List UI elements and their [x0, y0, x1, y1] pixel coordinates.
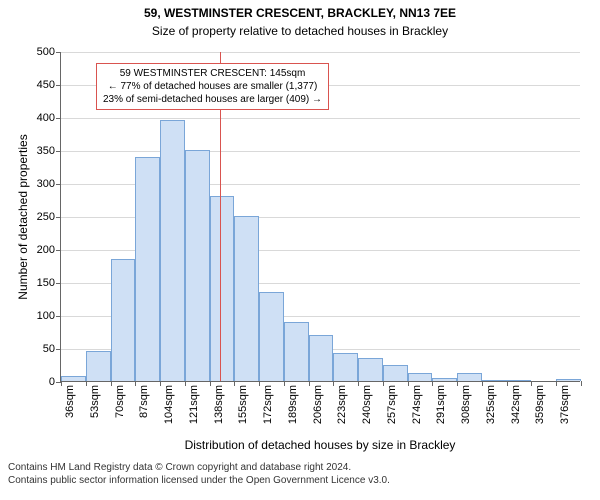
histogram-bar [408, 373, 433, 381]
x-tick-mark [259, 381, 260, 386]
histogram-bar [358, 358, 383, 381]
x-tick-mark [160, 381, 161, 386]
x-tick-label: 376sqm [559, 381, 571, 424]
y-tick-label: 200 [37, 244, 61, 256]
x-tick-mark [507, 381, 508, 386]
x-tick-label: 87sqm [138, 381, 150, 418]
histogram-bar [457, 373, 482, 381]
histogram-bar [160, 120, 185, 381]
x-tick-mark [383, 381, 384, 386]
histogram-bar [111, 259, 136, 381]
x-tick-label: 308sqm [460, 381, 472, 424]
x-tick-mark [333, 381, 334, 386]
annotation-box: 59 WESTMINSTER CRESCENT: 145sqm← 77% of … [96, 63, 329, 110]
copyright-notice: Contains HM Land Registry data © Crown c… [8, 462, 390, 487]
x-tick-label: 189sqm [287, 381, 299, 424]
y-tick-label: 150 [37, 277, 61, 289]
chart-subtitle: Size of property relative to detached ho… [0, 24, 600, 38]
histogram-bar [234, 216, 259, 381]
x-tick-mark [457, 381, 458, 386]
chart-title: 59, WESTMINSTER CRESCENT, BRACKLEY, NN13… [0, 6, 600, 20]
x-tick-label: 342sqm [510, 381, 522, 424]
y-tick-label: 500 [37, 46, 61, 58]
x-tick-label: 257sqm [386, 381, 398, 424]
histogram-bar [333, 353, 358, 381]
x-tick-mark [309, 381, 310, 386]
histogram-bar [259, 292, 284, 381]
x-tick-label: 325sqm [485, 381, 497, 424]
x-tick-label: 138sqm [213, 381, 225, 424]
x-tick-mark [358, 381, 359, 386]
x-tick-mark [408, 381, 409, 386]
y-tick-label: 350 [37, 145, 61, 157]
x-axis-label: Distribution of detached houses by size … [60, 438, 580, 452]
x-tick-label: 240sqm [361, 381, 373, 424]
x-tick-mark [482, 381, 483, 386]
x-tick-label: 121sqm [188, 381, 200, 424]
grid-line [61, 118, 580, 119]
x-tick-mark [432, 381, 433, 386]
x-tick-label: 274sqm [411, 381, 423, 424]
x-tick-mark [111, 381, 112, 386]
x-tick-mark [61, 381, 62, 386]
annotation-line: 23% of semi-detached houses are larger (… [103, 93, 322, 106]
x-tick-mark [234, 381, 235, 386]
histogram-bar [185, 150, 210, 381]
y-axis-label: Number of detached properties [16, 52, 30, 382]
y-tick-label: 300 [37, 178, 61, 190]
grid-line [61, 151, 580, 152]
x-tick-mark [86, 381, 87, 386]
x-tick-mark [556, 381, 557, 386]
x-tick-mark [210, 381, 211, 386]
x-tick-label: 36sqm [64, 381, 76, 418]
histogram-bar [210, 196, 235, 381]
annotation-line: 59 WESTMINSTER CRESCENT: 145sqm [103, 67, 322, 80]
y-tick-label: 400 [37, 112, 61, 124]
x-tick-label: 104sqm [163, 381, 175, 424]
histogram-bar [284, 322, 309, 381]
copyright-line-2: Contains public sector information licen… [8, 475, 390, 488]
copyright-line-1: Contains HM Land Registry data © Crown c… [8, 462, 390, 475]
x-tick-mark [284, 381, 285, 386]
y-tick-label: 0 [49, 376, 61, 388]
x-tick-label: 223sqm [336, 381, 348, 424]
plot-area: 05010015020025030035040045050036sqm53sqm… [60, 52, 580, 382]
x-tick-mark [185, 381, 186, 386]
x-tick-mark [135, 381, 136, 386]
chart-container: 59, WESTMINSTER CRESCENT, BRACKLEY, NN13… [0, 0, 600, 500]
histogram-bar [135, 157, 160, 381]
x-tick-mark [581, 381, 582, 386]
annotation-line: ← 77% of detached houses are smaller (1,… [103, 80, 322, 93]
x-tick-label: 70sqm [114, 381, 126, 418]
x-tick-label: 359sqm [534, 381, 546, 424]
y-tick-label: 250 [37, 211, 61, 223]
x-tick-mark [531, 381, 532, 386]
x-tick-label: 155sqm [237, 381, 249, 424]
y-tick-label: 100 [37, 310, 61, 322]
x-tick-label: 291sqm [435, 381, 447, 424]
histogram-bar [309, 335, 334, 381]
x-tick-label: 53sqm [89, 381, 101, 418]
y-tick-label: 50 [43, 343, 61, 355]
histogram-bar [86, 351, 111, 381]
histogram-bar [383, 365, 408, 382]
x-tick-label: 206sqm [312, 381, 324, 424]
grid-line [61, 52, 580, 53]
y-tick-label: 450 [37, 79, 61, 91]
x-tick-label: 172sqm [262, 381, 274, 424]
